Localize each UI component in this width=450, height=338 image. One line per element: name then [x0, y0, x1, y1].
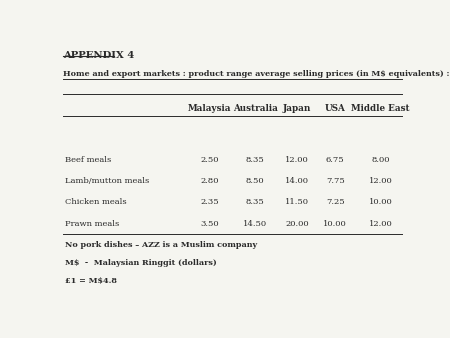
Text: 8.00: 8.00: [371, 156, 390, 164]
Text: 3.50: 3.50: [200, 220, 219, 228]
Text: Lamb/mutton meals: Lamb/mutton meals: [65, 177, 149, 185]
Text: 14.50: 14.50: [243, 220, 267, 228]
Text: Home and export markets : product range average selling prices (in M$ equivalent: Home and export markets : product range …: [63, 71, 450, 78]
Text: Chicken meals: Chicken meals: [65, 198, 126, 206]
Text: 2.80: 2.80: [200, 177, 219, 185]
Text: APPENDIX 4: APPENDIX 4: [63, 51, 135, 60]
Text: 11.50: 11.50: [285, 198, 309, 206]
Text: 8.35: 8.35: [246, 156, 265, 164]
Text: 10.00: 10.00: [369, 198, 392, 206]
Text: Beef meals: Beef meals: [65, 156, 111, 164]
Text: 14.00: 14.00: [285, 177, 309, 185]
Text: 7.25: 7.25: [326, 198, 345, 206]
Text: 8.50: 8.50: [246, 177, 264, 185]
Text: 10.00: 10.00: [324, 220, 347, 228]
Text: Middle East: Middle East: [351, 103, 410, 113]
Text: 7.75: 7.75: [326, 177, 345, 185]
Text: 12.00: 12.00: [369, 177, 392, 185]
Text: 2.50: 2.50: [200, 156, 219, 164]
Text: M$  -  Malaysian Ringgit (dollars): M$ - Malaysian Ringgit (dollars): [65, 259, 217, 267]
Text: 8.35: 8.35: [246, 198, 265, 206]
Text: No pork dishes – AZZ is a Muslim company: No pork dishes – AZZ is a Muslim company: [65, 241, 257, 249]
Text: 12.00: 12.00: [285, 156, 309, 164]
Text: 2.35: 2.35: [200, 198, 219, 206]
Text: £1 = M$4.8: £1 = M$4.8: [65, 277, 117, 285]
Text: 12.00: 12.00: [369, 220, 392, 228]
Text: 6.75: 6.75: [326, 156, 345, 164]
Text: USA: USA: [325, 103, 346, 113]
Text: Prawn meals: Prawn meals: [65, 220, 119, 228]
Text: Japan: Japan: [283, 103, 311, 113]
Text: Malaysia: Malaysia: [188, 103, 231, 113]
Text: 20.00: 20.00: [285, 220, 309, 228]
Text: Australia: Australia: [233, 103, 278, 113]
